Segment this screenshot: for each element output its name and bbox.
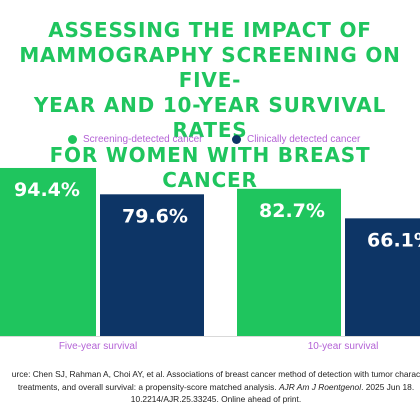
chart-legend: Screening-detected cancer Clinically det… bbox=[0, 134, 420, 150]
source-line: treatments, and overall survival: a prop… bbox=[0, 381, 420, 394]
category-label: 10-year survival bbox=[308, 341, 379, 352]
title-line: YEAR AND 10-YEAR SURVIVAL RATES bbox=[33, 93, 387, 142]
legend-item-clinical: Clinically detected cancer bbox=[232, 134, 360, 145]
chart-title: ASSESSING THE IMPACT OF MAMMOGRAPHY SCRE… bbox=[0, 18, 420, 193]
bar-value-label: 82.7% bbox=[259, 200, 325, 222]
source-line: urce: Chen SJ, Rahman A, Choi AY, et al.… bbox=[11, 369, 420, 379]
source-text: treatments, and overall survival: a prop… bbox=[17, 381, 279, 392]
title-line: MAMMOGRAPHY SCREENING ON FIVE- bbox=[19, 43, 401, 92]
legend-item-screening: Screening-detected cancer bbox=[68, 134, 203, 145]
source-citation: urce: Chen SJ, Rahman A, Choi AY, et al.… bbox=[0, 368, 420, 406]
source-line: 10.2214/AJR.25.33245. Online ahead of pr… bbox=[130, 394, 302, 404]
bar-value-label: 79.6% bbox=[122, 205, 188, 227]
category-label: Five-year survival bbox=[59, 341, 137, 352]
bar-clinical-1 bbox=[345, 218, 420, 336]
bar-screening-1 bbox=[237, 188, 341, 336]
legend-label-clinical: Clinically detected cancer bbox=[247, 134, 361, 145]
legend-swatch-clinical bbox=[232, 135, 241, 144]
legend-swatch-screening bbox=[68, 135, 77, 144]
source-text: . 2025 Jun 18. bbox=[361, 381, 415, 392]
legend-label-screening: Screening-detected cancer bbox=[83, 134, 203, 145]
bar-value-label: 94.4% bbox=[14, 179, 80, 201]
title-line: FOR WOMEN WITH BREAST CANCER bbox=[49, 143, 371, 192]
bar-screening-0 bbox=[0, 167, 96, 336]
title-line: ASSESSING THE IMPACT OF bbox=[48, 18, 372, 42]
source-journal: AJR Am J Roentgenol bbox=[278, 381, 362, 392]
bar-value-label: 66.1% bbox=[367, 229, 420, 251]
bar-clinical-0 bbox=[100, 194, 204, 336]
